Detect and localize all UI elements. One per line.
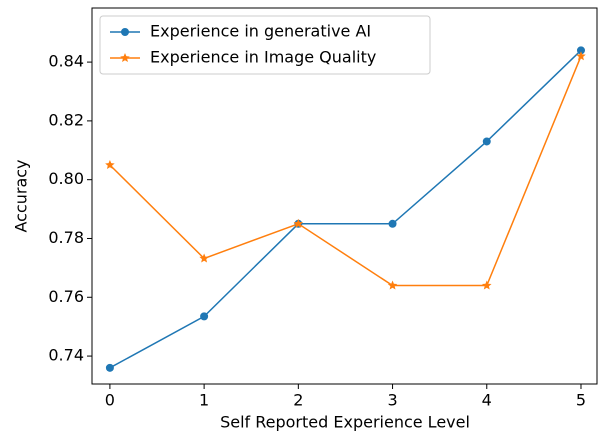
x-tick-label: 3: [387, 391, 397, 410]
marker: [387, 280, 398, 290]
y-tick-label: 0.84: [48, 52, 84, 71]
marker: [576, 46, 585, 55]
plot-frame: [91, 7, 598, 385]
line: [109, 55, 582, 287]
x-tick-label: 0: [105, 391, 115, 410]
marker: [121, 28, 129, 36]
marker: [482, 137, 491, 146]
x-tick-label: 1: [199, 391, 209, 410]
y-tick-label: 0.74: [48, 346, 84, 365]
legend-label: Experience in Image Quality: [150, 48, 376, 67]
x-axis-label: Self Reported Experience Level: [220, 413, 470, 432]
y-tick-label: 0.76: [48, 287, 84, 306]
line: [109, 49, 582, 369]
y-axis-label: Accuracy: [12, 159, 31, 232]
marker: [199, 253, 209, 263]
y-tick-label: 0.80: [48, 169, 84, 188]
y-tick-label: 0.78: [48, 228, 84, 247]
legend-box: [99, 15, 431, 75]
marker: [482, 280, 492, 290]
marker: [200, 312, 209, 321]
x-tick-label: 4: [482, 391, 492, 410]
marker: [388, 219, 397, 228]
marker: [576, 51, 586, 61]
marker: [293, 218, 304, 228]
y-tick-label: 0.82: [48, 110, 84, 129]
marker: [105, 363, 114, 372]
marker: [120, 53, 130, 63]
legend-label: Experience in generative AI: [150, 22, 371, 41]
x-tick-label: 2: [293, 391, 303, 410]
marker: [105, 159, 115, 170]
x-tick-label: 5: [576, 391, 586, 410]
